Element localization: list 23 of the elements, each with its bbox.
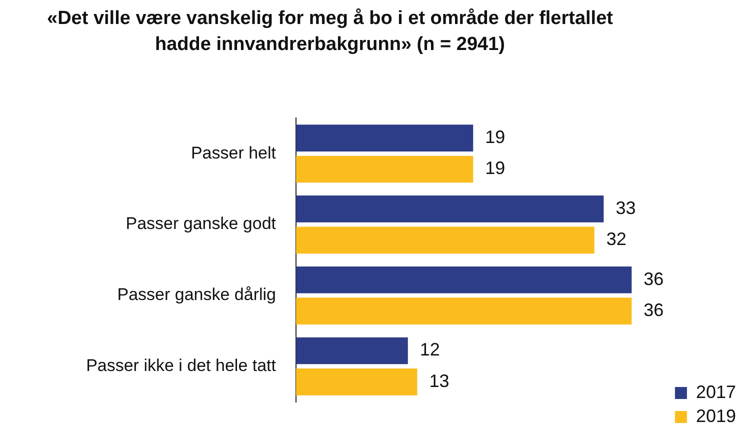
y-tick-label: Passer ganske godt [126,214,276,234]
bar [296,337,408,364]
bar [296,226,594,254]
bar [296,266,632,294]
y-tick-label: Passer ikke i det hele tatt [86,356,276,376]
data-label: 33 [616,198,636,218]
data-label: 36 [644,268,664,289]
bar [296,298,632,324]
data-label: 13 [429,370,450,391]
legend-label: 2019 [696,406,736,426]
bar [296,156,474,183]
data-label: 19 [485,127,506,148]
data-label: 12 [420,340,440,360]
data-label: 36 [644,300,664,320]
chart-title: «Det ville være vanskelig for meg å bo i et område der flertallet hadde innvandrerbakgrunn» (n = 2941) [46,7,614,57]
data-label: 19 [485,158,506,178]
bar [296,196,604,222]
bar [296,368,418,396]
bar [296,124,474,152]
y-tick-label: Passer ganske dårlig [117,285,276,304]
data-label: 32 [606,229,626,250]
legend-label: 2017 [696,382,736,402]
y-tick-label: Passer helt [190,143,276,162]
